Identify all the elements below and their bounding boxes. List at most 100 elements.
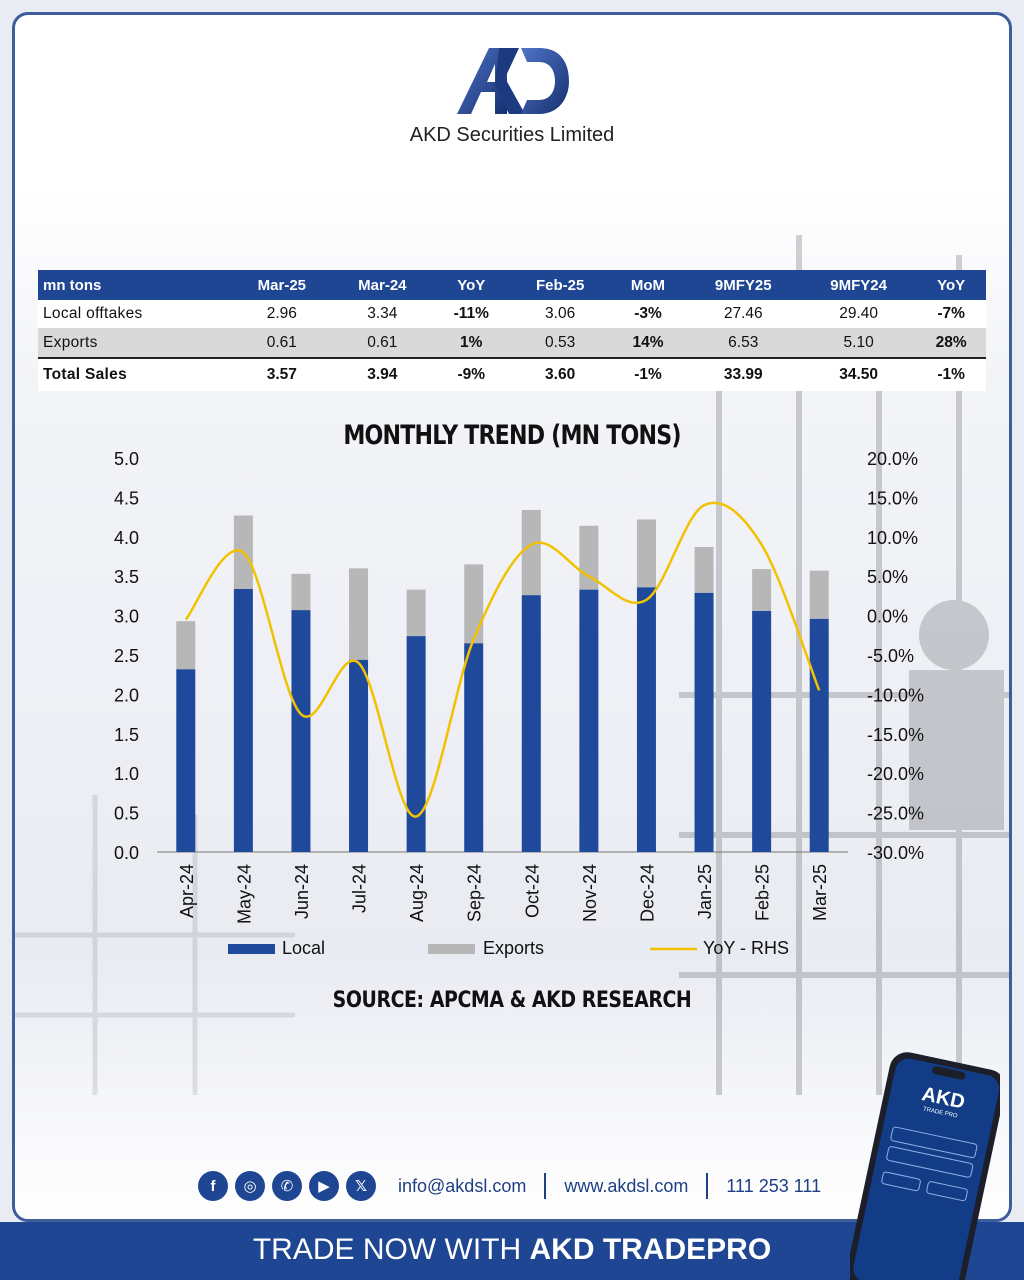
y-tick-label: 3.0	[114, 607, 139, 627]
bar-local	[809, 618, 829, 852]
bar-exports	[176, 621, 196, 670]
x-tick-label: Dec-24	[637, 864, 657, 922]
table-header-row: mn tons Mar-25 Mar-24 YoY Feb-25 MoM 9MF…	[38, 270, 986, 300]
y-tick-label: 0.5	[114, 804, 139, 824]
table-cell: -1%	[610, 357, 686, 391]
table-cell: 0.61	[332, 328, 433, 358]
y2-tick-label: 0.0%	[867, 607, 908, 627]
table-header: mn tons	[38, 270, 232, 300]
table-cell: 28%	[916, 328, 986, 358]
whatsapp-icon[interactable]: ✆	[272, 1171, 302, 1201]
bar-exports	[406, 589, 426, 637]
bar-local	[521, 595, 541, 852]
legend-label-yoy: YoY - RHS	[703, 938, 789, 958]
y-tick-label: 4.5	[114, 488, 139, 508]
table-cell: 3.57	[231, 357, 333, 391]
table-cell: 5.10	[800, 328, 917, 358]
table-header: MoM	[610, 270, 686, 300]
table-cell: Local offtakes	[38, 300, 232, 328]
table-cell: 6.53	[685, 328, 801, 358]
website-link[interactable]: www.akdsl.com	[564, 1175, 689, 1196]
bar-local	[636, 587, 656, 852]
table-cell: 0.61	[231, 328, 333, 358]
divider	[544, 1173, 547, 1199]
bar-exports	[694, 547, 714, 593]
y-tick-label: 0.0	[114, 843, 139, 863]
table-cell: -1%	[916, 357, 986, 391]
phone-mockup-image: AKD TRADE PRO	[850, 1052, 1000, 1280]
y2-tick-label: 5.0%	[867, 567, 908, 587]
bar-exports	[349, 568, 369, 660]
y-tick-label: 2.5	[114, 646, 139, 666]
bar-exports	[809, 570, 829, 619]
phone-number[interactable]: 111 253 111	[726, 1175, 822, 1196]
y-tick-label: 1.5	[114, 725, 139, 745]
bar-local	[291, 610, 311, 852]
youtube-icon[interactable]: ▶	[309, 1171, 339, 1201]
akd-logo	[457, 48, 569, 114]
table-cell: 27.46	[685, 300, 801, 328]
y2-tick-label: 15.0%	[867, 488, 918, 508]
bar-exports	[291, 573, 311, 611]
x-tick-label: Oct-24	[522, 864, 542, 918]
table-cell: 29.40	[800, 300, 917, 328]
bar-exports	[752, 569, 772, 611]
x-icon[interactable]: 𝕏	[346, 1171, 376, 1201]
report-card	[12, 12, 1012, 1222]
sales-summary-table: mn tons Mar-25 Mar-24 YoY Feb-25 MoM 9MF…	[38, 270, 986, 391]
y2-tick-label: -5.0%	[867, 646, 914, 666]
table-row-total: Total Sales 3.57 3.94 -9% 3.60 -1% 33.99…	[38, 357, 986, 391]
x-tick-label: Apr-24	[177, 864, 197, 918]
yoy-line	[184, 501, 821, 818]
banner-brand: AKD TRADEPRO	[529, 1233, 772, 1266]
y2-tick-label: 10.0%	[867, 528, 918, 548]
table-header: 9MFY25	[685, 270, 801, 300]
table-cell: 3.94	[332, 357, 433, 391]
bar-local	[233, 588, 253, 852]
x-tick-label: Sep-24	[465, 864, 485, 922]
legend-swatch-exports	[428, 944, 475, 954]
legend-label-local: Local	[282, 938, 325, 958]
x-tick-label: May-24	[234, 864, 254, 924]
table-cell: 1%	[432, 328, 510, 358]
table-cell: 14%	[610, 328, 686, 358]
table-cell: -11%	[432, 300, 510, 328]
y2-tick-label: -10.0%	[867, 685, 924, 705]
bar-local	[406, 636, 426, 852]
source-note: SOURCE: APCMA & AKD RESEARCH	[332, 988, 692, 1013]
x-tick-label: Jun-24	[292, 864, 312, 919]
company-name: AKD Securities Limited	[409, 124, 615, 146]
banner-text: TRADE NOW WITH	[252, 1233, 530, 1266]
email-link[interactable]: info@akdsl.com	[398, 1175, 527, 1196]
facebook-icon[interactable]: f	[198, 1171, 228, 1201]
y-tick-label: 2.0	[114, 685, 139, 705]
y-tick-label: 1.0	[114, 764, 139, 784]
table-cell: 33.99	[685, 357, 801, 391]
table-cell: Total Sales	[38, 357, 232, 391]
bar-exports	[521, 510, 541, 596]
y2-tick-label: 20.0%	[867, 449, 918, 469]
bar-local	[579, 589, 599, 852]
bar-local	[694, 592, 714, 852]
table-cell: 3.06	[509, 300, 611, 328]
instagram-icon[interactable]: ◎	[235, 1171, 265, 1201]
bar-exports	[464, 564, 484, 644]
table-cell: -9%	[432, 357, 510, 391]
bar-local	[464, 643, 484, 852]
x-tick-label: Jul-24	[350, 864, 370, 913]
bar-local	[349, 659, 369, 852]
table-cell: Exports	[38, 328, 232, 358]
legend-swatch-local	[228, 944, 275, 954]
y2-tick-label: -20.0%	[867, 764, 924, 784]
table-cell: -3%	[610, 300, 686, 328]
x-tick-label: Jan-25	[695, 864, 715, 919]
table-header: YoY	[916, 270, 986, 300]
table-row: Local offtakes 2.96 3.34 -11% 3.06 -3% 2…	[38, 300, 986, 328]
table-cell: 3.34	[332, 300, 433, 328]
table-cell: 3.60	[509, 357, 611, 391]
table-row: Exports 0.61 0.61 1% 0.53 14% 6.53 5.10 …	[38, 328, 986, 358]
table-header: Feb-25	[509, 270, 611, 300]
x-tick-label: Nov-24	[580, 864, 600, 922]
bar-local	[752, 610, 772, 852]
table-cell: 34.50	[800, 357, 917, 391]
